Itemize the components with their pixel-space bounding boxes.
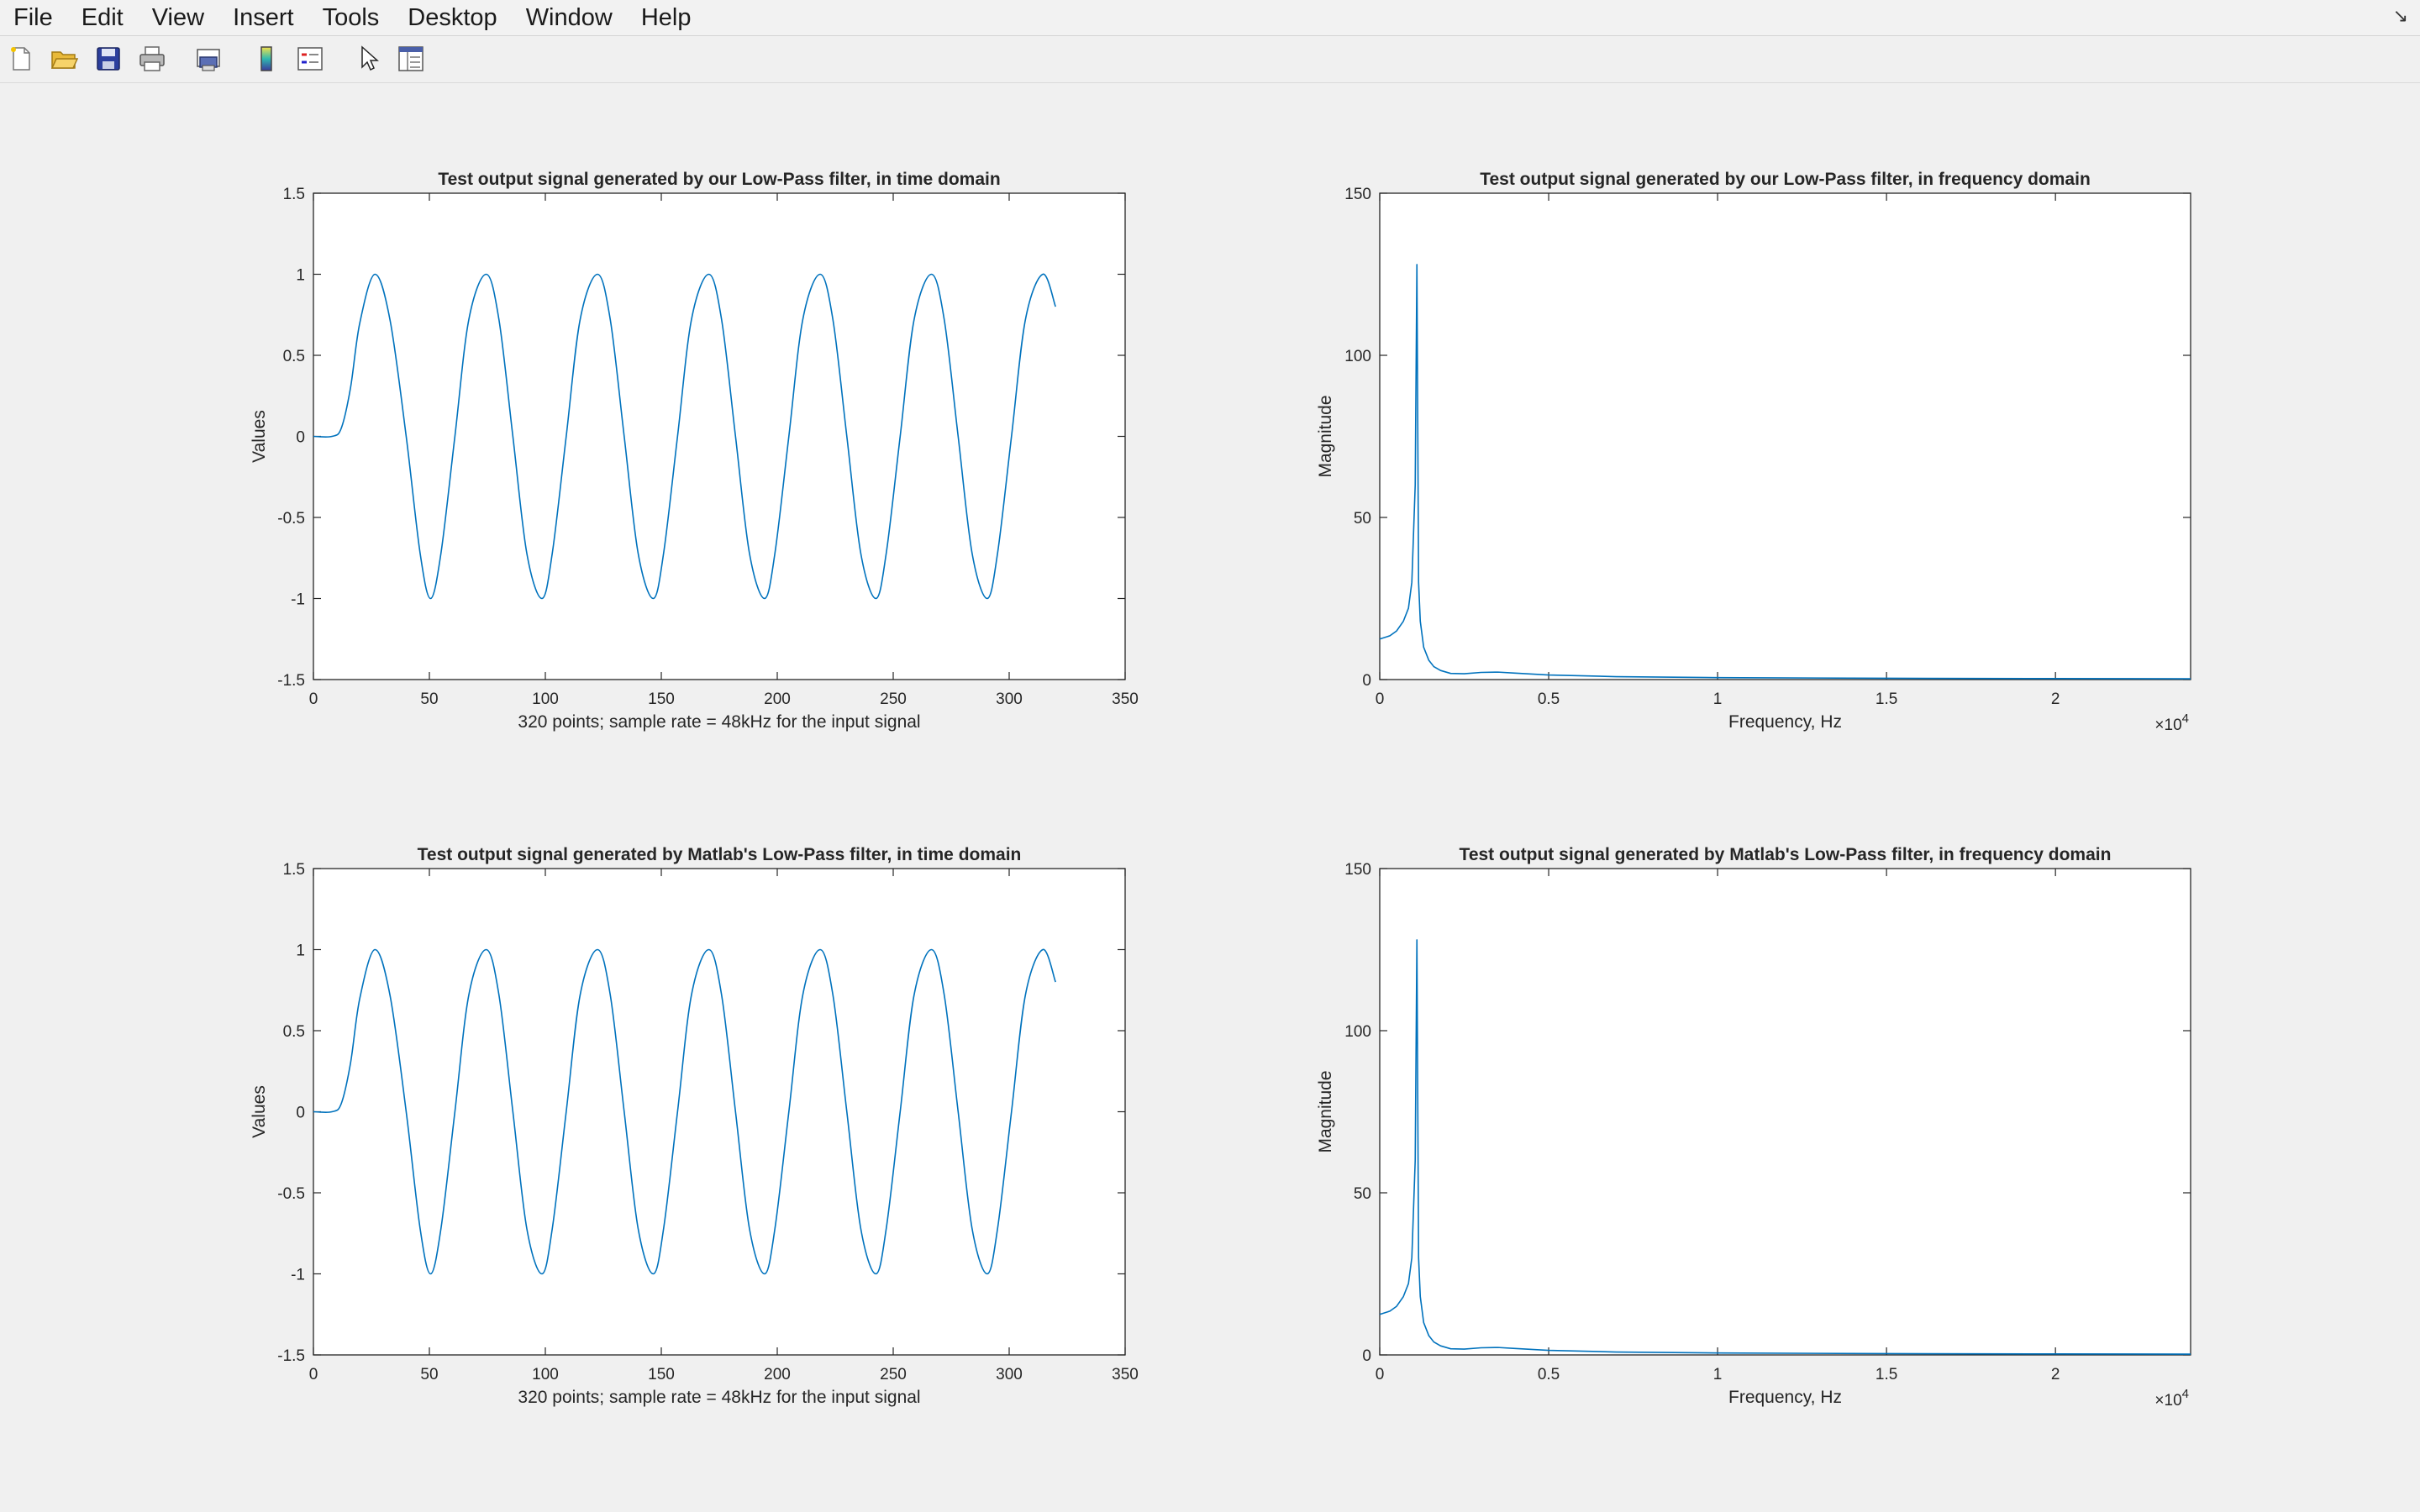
open-file-icon[interactable] bbox=[48, 43, 80, 75]
y-tick-label: 50 bbox=[1354, 1185, 1371, 1203]
y-tick-label: -1.5 bbox=[277, 1347, 305, 1365]
plot-area bbox=[313, 192, 1126, 680]
axes-4[interactable]: 0 0.5 1 1.5 2 0 50 100 150 Test output signal gen… bbox=[1316, 845, 2191, 1410]
menu-insert[interactable]: Insert bbox=[233, 4, 294, 31]
menu-edit[interactable]: Edit bbox=[81, 4, 124, 31]
print-preview-icon[interactable] bbox=[193, 43, 225, 75]
figure-toolbar bbox=[0, 36, 2420, 83]
y-axis-label: Magnitude bbox=[1316, 1070, 1335, 1152]
series-line-1 bbox=[313, 948, 1056, 1275]
y-tick-label: 150 bbox=[1344, 861, 1371, 879]
x-axis-label: Frequency, Hz bbox=[1728, 1388, 1842, 1407]
save-icon[interactable] bbox=[92, 43, 124, 75]
y-tick-label: 1 bbox=[296, 267, 305, 285]
print-icon[interactable] bbox=[136, 43, 168, 75]
y-tick-label: -1 bbox=[291, 1267, 305, 1284]
x-tick-label: 2 bbox=[2051, 690, 2060, 708]
x-tick-label: 150 bbox=[648, 1366, 675, 1383]
axes-3[interactable]: 0 50 100 150 200 250 300 350 -1.5 -1 -0.5 0 0.5 1 1.5 T… bbox=[250, 845, 1139, 1407]
y-tick-label: 0.5 bbox=[283, 1023, 305, 1041]
x-tick-label: 250 bbox=[880, 690, 907, 708]
menu-view[interactable]: View bbox=[151, 4, 205, 31]
x-tick-label: 0.5 bbox=[1538, 1366, 1560, 1383]
x-tick-label: 100 bbox=[532, 1366, 559, 1383]
x-axis-label: Frequency, Hz bbox=[1728, 712, 1842, 732]
x-axis-label: 320 points; sample rate = 48kHz for the … bbox=[518, 1388, 920, 1407]
x-tick-label: 1.5 bbox=[1876, 690, 1897, 708]
plot-area bbox=[1379, 868, 2191, 1356]
undock-arrow-icon[interactable]: ↘ bbox=[2392, 5, 2408, 26]
y-tick-label: 0 bbox=[296, 1105, 305, 1122]
y-axis-label: Values bbox=[250, 410, 269, 463]
y-tick-label: -1.5 bbox=[277, 672, 305, 690]
y-tick-label: 1 bbox=[296, 942, 305, 960]
plot-area bbox=[1379, 192, 2191, 680]
property-inspector-icon[interactable] bbox=[395, 43, 427, 75]
x-tick-label: 2 bbox=[2051, 1366, 2060, 1383]
series-line-1 bbox=[313, 273, 1056, 600]
x-tick-label: 0 bbox=[309, 1366, 318, 1383]
menu-bar: File Edit View Insert Tools Desktop Wind… bbox=[0, 0, 2420, 36]
chart-title: Test output signal generated by Matlab's… bbox=[418, 845, 1022, 864]
x-tick-label: 50 bbox=[420, 690, 438, 708]
x-tick-label: 300 bbox=[996, 690, 1023, 708]
y-tick-label: -1 bbox=[291, 591, 305, 609]
x-tick-label: 1 bbox=[1713, 1366, 1723, 1383]
y-tick-label: 100 bbox=[1344, 348, 1371, 365]
chart-title: Test output signal generated by our Low-… bbox=[1480, 170, 2091, 189]
menu-window[interactable]: Window bbox=[525, 4, 613, 31]
new-figure-icon[interactable] bbox=[5, 43, 37, 75]
y-tick-label: 1.5 bbox=[283, 186, 305, 203]
x-tick-label: 0.5 bbox=[1538, 690, 1560, 708]
edit-plot-arrow-icon[interactable] bbox=[353, 43, 385, 75]
x-tick-label: 300 bbox=[996, 1366, 1023, 1383]
x-axis-exponent: ×104 bbox=[2154, 711, 2189, 734]
x-tick-label: 350 bbox=[1112, 1366, 1139, 1383]
menu-help[interactable]: Help bbox=[640, 4, 692, 31]
x-tick-label: 250 bbox=[880, 1366, 907, 1383]
x-tick-label: 200 bbox=[764, 1366, 791, 1383]
y-tick-label: -0.5 bbox=[277, 510, 305, 528]
y-tick-label: 100 bbox=[1344, 1023, 1371, 1041]
chart-title: Test output signal generated by our Low-… bbox=[438, 170, 1000, 189]
x-tick-label: 0 bbox=[1376, 690, 1385, 708]
menu-tools[interactable]: Tools bbox=[322, 4, 380, 31]
colorbar-icon[interactable] bbox=[250, 43, 282, 75]
x-tick-label: 150 bbox=[648, 690, 675, 708]
y-tick-label: 0 bbox=[296, 429, 305, 447]
y-tick-label: 1.5 bbox=[283, 861, 305, 879]
y-tick-label: 0 bbox=[1362, 672, 1371, 690]
x-tick-label: 0 bbox=[1376, 1366, 1385, 1383]
x-tick-label: 100 bbox=[532, 690, 559, 708]
x-tick-label: 1.5 bbox=[1876, 1366, 1897, 1383]
plot-area bbox=[313, 868, 1126, 1356]
figure-plots: 0 50 100 150 200 250 300 350-1.5-1-0.500.511.5T… bbox=[250, 170, 2191, 1410]
x-axis-exponent: ×104 bbox=[2154, 1387, 2189, 1410]
chart-title: Test output signal generated by Matlab's… bbox=[1460, 845, 2112, 864]
series-line-1 bbox=[1379, 264, 2191, 680]
y-axis-label: Values bbox=[250, 1085, 269, 1138]
x-axis-label: 320 points; sample rate = 48kHz for the … bbox=[518, 712, 920, 732]
y-axis-label: Magnitude bbox=[1316, 395, 1335, 477]
axes-2[interactable]: 0 0.5 1 1.5 2 0 50 100 150 Test output signal gen… bbox=[1316, 170, 2191, 734]
figure-canvas: 0 50 100 150 200 250 300 350 -1.5 -1 -0.5 0 0.5 1 1.5 T… bbox=[0, 83, 2420, 1512]
x-tick-label: 350 bbox=[1112, 690, 1139, 708]
series-line-1 bbox=[1379, 939, 2191, 1355]
x-tick-label: 1 bbox=[1713, 690, 1723, 708]
menu-desktop[interactable]: Desktop bbox=[408, 4, 497, 31]
y-tick-label: 0.5 bbox=[283, 348, 305, 365]
x-tick-label: 50 bbox=[420, 1366, 438, 1383]
y-tick-label: -0.5 bbox=[277, 1185, 305, 1203]
y-tick-label: 50 bbox=[1354, 510, 1371, 528]
axes-1[interactable]: 0 50 100 150 200 250 300 350 -1.5 -1 -0.5 0 0.5 1 1.5 T… bbox=[250, 170, 1139, 732]
y-tick-label: 150 bbox=[1344, 186, 1371, 203]
y-tick-label: 0 bbox=[1362, 1347, 1371, 1365]
x-tick-label: 200 bbox=[764, 690, 791, 708]
menu-file[interactable]: File bbox=[13, 4, 53, 31]
legend-icon[interactable] bbox=[294, 43, 326, 75]
x-tick-label: 0 bbox=[309, 690, 318, 708]
